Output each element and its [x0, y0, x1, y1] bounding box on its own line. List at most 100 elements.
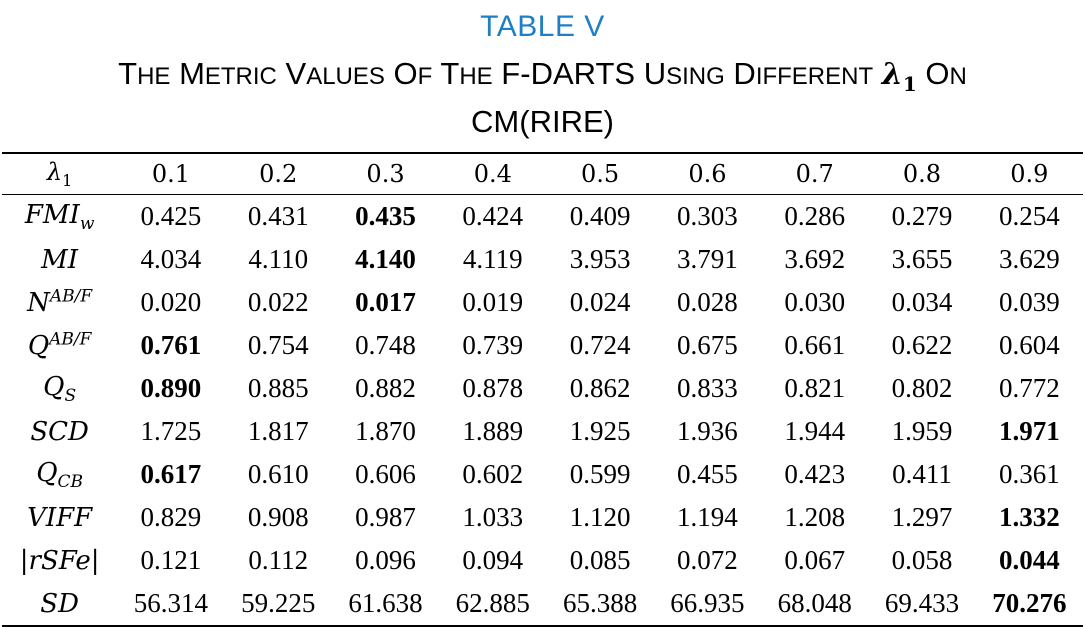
- best-value-cell: 0.761: [140, 330, 202, 360]
- value-cell: 0.039: [998, 287, 1060, 317]
- value-cell: 1.194: [677, 502, 738, 532]
- value-cell: 0.455: [677, 459, 738, 489]
- table-row: SCD 1.725 1.817 1.870 1.889 1.925 1.936 1.944 1.…: [2, 410, 1083, 453]
- best-value-cell: 70.276: [992, 588, 1067, 618]
- value-cell: 1.208: [784, 502, 846, 532]
- value-cell: 3.629: [998, 244, 1060, 274]
- value-cell: 0.423: [784, 459, 846, 489]
- best-value-cell: 0.017: [355, 287, 416, 317]
- value-cell: 1.870: [355, 416, 416, 446]
- value-cell: 3.692: [784, 244, 846, 274]
- metric-label: SCD: [30, 417, 89, 447]
- value-cell: 3.791: [677, 244, 738, 274]
- metric-label: QS: [43, 371, 77, 407]
- value-cell: 0.286: [784, 201, 846, 231]
- table-title-line-2: CM(RIRE): [0, 104, 1085, 140]
- value-cell: 0.862: [569, 373, 631, 403]
- value-cell: 0.030: [784, 287, 846, 317]
- value-cell: 0.829: [140, 502, 202, 532]
- best-value-cell: 1.971: [998, 416, 1060, 446]
- table-row: |rSFe| 0.121 0.112 0.096 0.094 0.085 0.072 0.06…: [2, 539, 1083, 582]
- value-cell: 66.935: [670, 588, 745, 618]
- value-cell: 0.303: [677, 201, 738, 231]
- value-cell: 0.610: [247, 459, 309, 489]
- table-row: QCB 0.617 0.610 0.606 0.602 0.599 0.455 0.423 0.…: [2, 453, 1083, 496]
- value-cell: 59.225: [241, 588, 316, 618]
- value-cell: 62.885: [455, 588, 530, 618]
- value-cell: 0.022: [247, 287, 309, 317]
- value-cell: 0.882: [355, 373, 416, 403]
- value-cell: 0.878: [462, 373, 524, 403]
- lambda-value-header: 0.8: [902, 160, 942, 188]
- value-cell: 0.622: [891, 330, 953, 360]
- value-cell: 0.606: [355, 459, 416, 489]
- value-cell: 1.817: [247, 416, 309, 446]
- value-cell: 0.908: [247, 502, 309, 532]
- value-cell: 0.748: [355, 330, 416, 360]
- best-value-cell: 0.890: [140, 373, 202, 403]
- value-cell: 4.034: [140, 244, 202, 274]
- table-row: MI 4.034 4.110 4.140 4.119 3.953 3.791 3.692 3.6…: [2, 238, 1083, 281]
- lambda-value-header: 0.2: [259, 160, 298, 188]
- lambda-value-header: 0.4: [473, 160, 512, 188]
- table-label: TABLE V: [480, 10, 605, 43]
- table-row: FMIw 0.425 0.431 0.435 0.424 0.409 0.303 0.286 0…: [2, 195, 1083, 239]
- value-cell: 65.388: [562, 588, 638, 618]
- value-cell: 1.725: [140, 416, 202, 446]
- metric-label: SD: [40, 589, 79, 619]
- value-cell: 0.833: [677, 373, 738, 403]
- table-row: SD 56.314 59.225 61.638 62.885 65.388 66.935 68…: [2, 582, 1083, 626]
- value-cell: 0.121: [140, 545, 202, 575]
- value-cell: 0.094: [462, 545, 524, 575]
- table-row: NAB/F 0.020 0.022 0.017 0.019 0.024 0.028 0.030…: [2, 281, 1083, 324]
- best-value-cell: 0.044: [998, 545, 1060, 575]
- value-cell: 0.028: [677, 287, 738, 317]
- value-cell: 1.033: [462, 502, 524, 532]
- value-cell: 0.034: [891, 287, 953, 317]
- value-cell: 4.119: [462, 244, 523, 274]
- metric-values-table: λ1 0.1 0.2 0.3 0.4 0.5 0.6 0.7 0.8 0.9 FMIw 0.425…: [2, 152, 1083, 627]
- value-cell: 0.058: [891, 545, 953, 575]
- value-cell: 69.433: [884, 588, 960, 618]
- title-text-part-1: THE METRIC VALUES OF THE F-DARTS USING D…: [118, 56, 874, 91]
- value-cell: 1.297: [891, 502, 953, 532]
- value-cell: 1.120: [569, 502, 631, 532]
- value-cell: 4.110: [248, 244, 309, 274]
- table-body: FMIw 0.425 0.431 0.435 0.424 0.409 0.303 0.286 0…: [2, 195, 1083, 626]
- table-row: QAB/F 0.761 0.754 0.748 0.739 0.724 0.675 0.661…: [2, 324, 1083, 367]
- lambda-value-header: 0.3: [366, 160, 405, 188]
- value-cell: 0.072: [677, 545, 738, 575]
- metric-label: |rSFe|: [19, 546, 100, 576]
- value-cell: 0.724: [569, 330, 631, 360]
- best-value-cell: 4.140: [355, 244, 416, 274]
- lambda-value-header: 0.7: [795, 160, 834, 188]
- value-cell: 0.739: [462, 330, 524, 360]
- value-cell: 0.599: [569, 459, 631, 489]
- metric-label: MI: [41, 245, 79, 275]
- value-cell: 0.254: [998, 201, 1060, 231]
- title-lambda-symbol: λ1: [881, 57, 917, 96]
- value-cell: 0.772: [998, 373, 1060, 403]
- table-header-row: λ1 0.1 0.2 0.3 0.4 0.5 0.6 0.7 0.8 0.9: [2, 153, 1083, 195]
- value-cell: 0.085: [569, 545, 631, 575]
- value-cell: 3.953: [569, 244, 631, 274]
- metric-label: NAB/F: [27, 286, 93, 319]
- value-cell: 68.048: [777, 588, 852, 618]
- value-cell: 0.602: [462, 459, 524, 489]
- lambda-value-header: 0.9: [1010, 160, 1049, 188]
- value-cell: 0.096: [355, 545, 416, 575]
- value-cell: 0.987: [355, 502, 416, 532]
- title-text-part-2: CM(RIRE): [471, 104, 614, 139]
- best-value-cell: 0.617: [140, 459, 202, 489]
- metric-label: QCB: [36, 457, 84, 493]
- metric-label: QAB/F: [27, 329, 92, 362]
- lambda-header: λ1: [46, 158, 73, 190]
- title-text-on: ON: [925, 56, 967, 91]
- value-cell: 0.821: [784, 373, 846, 403]
- value-cell: 0.661: [784, 330, 846, 360]
- metric-label: VIFF: [27, 503, 93, 533]
- value-cell: 0.361: [998, 459, 1060, 489]
- lambda-value-header: 0.6: [688, 160, 727, 188]
- value-cell: 1.925: [569, 416, 631, 446]
- title-lambda-index: 1: [902, 72, 917, 96]
